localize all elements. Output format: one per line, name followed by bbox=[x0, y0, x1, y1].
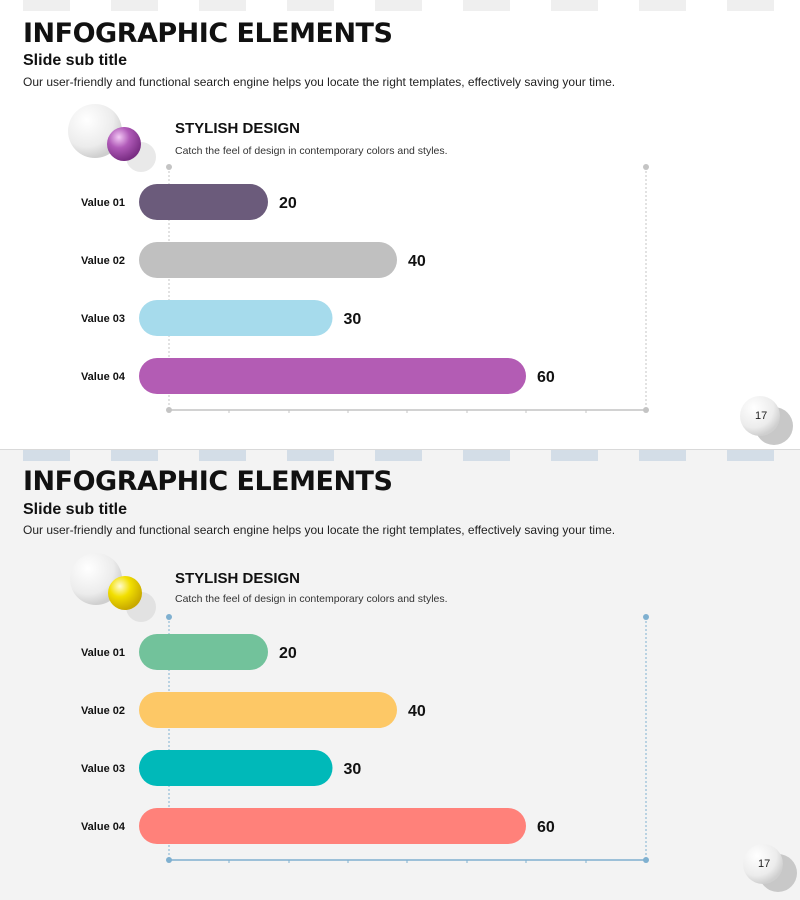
top-dash bbox=[727, 450, 774, 461]
bar bbox=[139, 692, 397, 728]
top-dash bbox=[639, 450, 686, 461]
top-dash bbox=[23, 0, 70, 11]
top-dash bbox=[199, 450, 246, 461]
slide-title: INFOGRAPHIC ELEMENTS bbox=[23, 466, 393, 497]
value-label: 30 bbox=[344, 761, 362, 778]
top-dash bbox=[111, 450, 158, 461]
top-dash bbox=[639, 0, 686, 11]
section-title: STYLISH DESIGN bbox=[175, 120, 301, 137]
bar bbox=[139, 300, 333, 336]
slide-subtitle: Slide sub title bbox=[23, 501, 128, 518]
top-dash-strip bbox=[0, 450, 800, 461]
bar-chart: Value 01 20 Value 02 40 Value 03 30 Value 04 60 bbox=[81, 164, 649, 413]
value-label: 20 bbox=[279, 645, 297, 662]
category-label: Value 01 bbox=[81, 197, 125, 209]
axis-end-dot bbox=[166, 407, 172, 413]
bar bbox=[139, 634, 268, 670]
category-label: Value 04 bbox=[81, 821, 126, 833]
slide-description: Our user-friendly and functional search … bbox=[23, 75, 616, 89]
top-dash bbox=[727, 0, 774, 11]
axis-end-dot bbox=[166, 164, 172, 170]
slide-1: INFOGRAPHIC ELEMENTS Slide sub title Our… bbox=[0, 0, 800, 450]
axis-end-dot bbox=[643, 614, 649, 620]
top-dash bbox=[23, 450, 70, 461]
slide-title: INFOGRAPHIC ELEMENTS bbox=[23, 18, 393, 49]
page-number: 17 bbox=[755, 410, 768, 422]
top-dash bbox=[463, 450, 510, 461]
category-label: Value 04 bbox=[81, 371, 126, 383]
category-label: Value 03 bbox=[81, 763, 125, 775]
top-dash bbox=[551, 450, 598, 461]
slide-description: Our user-friendly and functional search … bbox=[23, 523, 616, 537]
category-label: Value 02 bbox=[81, 255, 125, 267]
top-dash bbox=[551, 0, 598, 11]
value-label: 40 bbox=[408, 703, 426, 720]
top-dash bbox=[287, 450, 334, 461]
section-description: Catch the feel of design in contemporary… bbox=[175, 145, 448, 157]
slide-subtitle: Slide sub title bbox=[23, 52, 128, 69]
top-dash bbox=[111, 0, 158, 11]
top-dash-strip bbox=[0, 0, 800, 11]
bar bbox=[139, 358, 526, 394]
value-label: 60 bbox=[537, 819, 555, 836]
axis-end-dot bbox=[643, 857, 649, 863]
axis-end-dot bbox=[166, 614, 172, 620]
axis-end-dot bbox=[643, 164, 649, 170]
value-label: 20 bbox=[279, 195, 297, 212]
top-dash bbox=[375, 450, 422, 461]
axis-end-dot bbox=[643, 407, 649, 413]
category-label: Value 03 bbox=[81, 313, 125, 325]
bar bbox=[139, 184, 268, 220]
top-dash bbox=[375, 0, 422, 11]
top-dash bbox=[287, 0, 334, 11]
category-label: Value 01 bbox=[81, 647, 125, 659]
value-label: 60 bbox=[537, 369, 555, 386]
bar bbox=[139, 242, 397, 278]
axis-end-dot bbox=[166, 857, 172, 863]
value-label: 40 bbox=[408, 253, 426, 270]
section-title: STYLISH DESIGN bbox=[175, 570, 301, 587]
top-dash bbox=[463, 0, 510, 11]
value-label: 30 bbox=[344, 311, 362, 328]
bar-chart: Value 01 20 Value 02 40 Value 03 30 Value 04 60 bbox=[81, 614, 649, 863]
category-label: Value 02 bbox=[81, 705, 125, 717]
bar bbox=[139, 750, 333, 786]
slide-2: INFOGRAPHIC ELEMENTS Slide sub title Our… bbox=[0, 450, 800, 900]
top-dash bbox=[199, 0, 246, 11]
section-description: Catch the feel of design in contemporary… bbox=[175, 593, 448, 605]
page-number: 17 bbox=[758, 858, 771, 870]
bar bbox=[139, 808, 526, 844]
